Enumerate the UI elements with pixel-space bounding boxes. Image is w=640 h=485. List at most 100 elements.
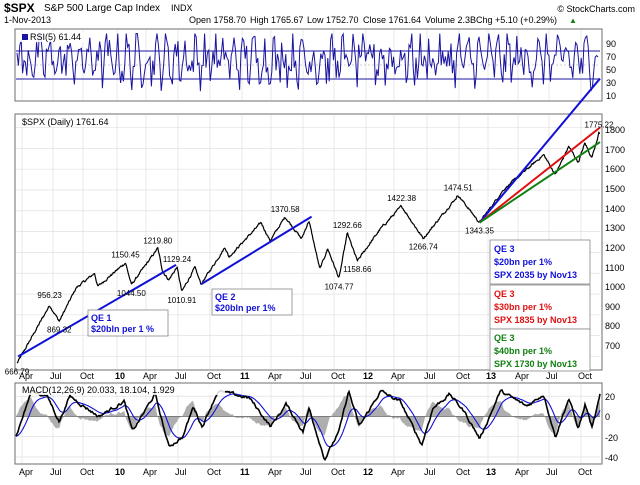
price-axis-label: 1800 bbox=[605, 125, 625, 135]
macd-panel-frame bbox=[14, 382, 603, 465]
qe3-red-target: SPX 1835 by Nov13 bbox=[494, 315, 577, 325]
price-value-label: 956.23 bbox=[37, 291, 62, 300]
price-axis-label: 1100 bbox=[605, 263, 624, 273]
time-axis-label: Jul bbox=[175, 467, 187, 477]
price-value-label: 1074.77 bbox=[325, 282, 354, 291]
qe2-title: QE 2 bbox=[215, 292, 236, 302]
time-axis-label: Apr bbox=[19, 371, 33, 381]
macd-line bbox=[15, 389, 601, 461]
copyright-label: © StockCharts.com bbox=[557, 4, 635, 14]
rsi-axis-label: 50 bbox=[606, 65, 616, 75]
price-axis: 1800 1700 1600 1500 1400 1300 1200 1100 … bbox=[605, 125, 625, 351]
time-axis-label: Oct bbox=[80, 371, 95, 381]
qe3-green-annotation: QE 3 $40bn per 1% SPX 1730 by Nov13 bbox=[489, 328, 591, 372]
price-layer: 666.79 869.32 956.23 1150.45 1044.50 1219.80 1… bbox=[5, 77, 614, 376]
rsi-line bbox=[16, 32, 599, 92]
price-value-label: 1343.35 bbox=[465, 227, 494, 236]
time-axis-label: Oct bbox=[207, 467, 222, 477]
time-axis-label: Apr bbox=[143, 371, 157, 381]
time-axis-label: Apr bbox=[515, 371, 529, 381]
price-legend-bg bbox=[20, 117, 115, 127]
time-axis-label: 10 bbox=[115, 371, 125, 381]
volume-label: Volume 2.3B bbox=[425, 15, 476, 25]
time-axis-label: Jul bbox=[50, 371, 62, 381]
exchange-label: INDX bbox=[171, 3, 193, 13]
price-value-label: 1266.74 bbox=[409, 243, 438, 252]
price-axis-label: 1500 bbox=[605, 184, 625, 194]
time-axis-label: Oct bbox=[578, 467, 593, 477]
qe1-annotation: QE 1 $20bln per 1 % bbox=[87, 309, 169, 337]
macd-axis-label: 0 bbox=[605, 412, 610, 422]
price-axis-label: 700 bbox=[605, 341, 620, 351]
qe3-green-box bbox=[489, 328, 591, 372]
qe3-red-title: QE 3 bbox=[494, 289, 515, 299]
price-title: $SPX (Daily) 1761.64 bbox=[22, 117, 109, 127]
rsi-legend-bg bbox=[20, 32, 88, 42]
price-value-label: 1129.24 bbox=[163, 255, 192, 264]
time-axis-label: 13 bbox=[486, 467, 496, 477]
qe1-rate: $20bln per 1 % bbox=[91, 324, 154, 334]
qe3-green-title: QE 3 bbox=[494, 333, 515, 343]
qe1-box bbox=[87, 309, 169, 337]
qe3-blue-target: SPX 2035 by Nov13 bbox=[494, 270, 577, 280]
time-axis-label: Oct bbox=[80, 467, 95, 477]
qe1-title: QE 1 bbox=[91, 313, 112, 323]
time-axis-label: Jul bbox=[300, 467, 312, 477]
price-axis-label: 1400 bbox=[605, 204, 625, 214]
price-value-label: 1044.50 bbox=[117, 289, 146, 298]
time-axis-label: Oct bbox=[331, 371, 346, 381]
price-value-label: 1422.38 bbox=[387, 194, 416, 203]
time-axis-label: Oct bbox=[578, 371, 593, 381]
macd-layer bbox=[15, 389, 601, 461]
price-series-line bbox=[16, 131, 601, 364]
open-label: Open 1758.70 bbox=[189, 15, 246, 25]
time-axis-label: Oct bbox=[207, 371, 222, 381]
macd-axis-label: 20 bbox=[605, 392, 615, 402]
qe2-rate: $20bln per 1% bbox=[215, 303, 276, 313]
macd-axis: 20 0 -20 -40 bbox=[605, 392, 618, 463]
rsi-axis-label: 70 bbox=[606, 52, 616, 62]
time-axis-label: Apr bbox=[391, 467, 405, 477]
qe3-blue-annotation: QE 3 $20bn per 1% SPX 2035 by Nov13 bbox=[489, 239, 591, 285]
high-label: High 1765.67 bbox=[250, 15, 304, 25]
rsi-axis-label: 90 bbox=[606, 39, 616, 49]
qe2-box bbox=[211, 288, 293, 316]
price-axis-label: 1000 bbox=[605, 282, 625, 292]
qe3-blue-rate: $20bn per 1% bbox=[494, 257, 552, 267]
symbol-label: $SPX bbox=[4, 1, 35, 15]
low-label: Low 1752.70 bbox=[307, 15, 359, 25]
rsi-layer bbox=[16, 32, 600, 92]
time-axis-label: Jul bbox=[175, 371, 187, 381]
price-axis-label: 1700 bbox=[605, 145, 625, 155]
time-axis-label: Jul bbox=[546, 371, 558, 381]
macd-axis-label: -40 bbox=[605, 453, 618, 463]
time-axis-label: Apr bbox=[143, 467, 157, 477]
price-axis-label: 1200 bbox=[605, 243, 625, 253]
qe3-red-annotation: QE 3 $30bn per 1% SPX 1835 by Nov13 bbox=[489, 284, 591, 330]
qe3-red-box bbox=[489, 284, 591, 330]
macd-axis-label: -20 bbox=[605, 433, 618, 443]
index-name-label: S&P 500 Large Cap Index bbox=[44, 3, 160, 14]
price-value-label: 1474.51 bbox=[444, 183, 473, 192]
qe3-green-rate: $40bn per 1% bbox=[494, 346, 552, 356]
price-axis-label: 1300 bbox=[605, 223, 625, 233]
qe2-annotation: QE 2 $20bln per 1% bbox=[211, 288, 293, 316]
price-value-label: 1010.91 bbox=[167, 296, 196, 305]
time-axis-label: 12 bbox=[363, 371, 373, 381]
time-axis-mid: Apr Jul Oct 10 Apr Jul Oct 11 Apr Jul Oc… bbox=[19, 371, 593, 381]
price-axis-label: 1600 bbox=[605, 164, 625, 174]
trend-line-blue bbox=[200, 215, 313, 286]
time-axis-label: 11 bbox=[240, 371, 250, 381]
price-value-label: 666.79 bbox=[5, 367, 30, 376]
rsi-axis: 90 70 50 30 10 bbox=[606, 39, 616, 101]
price-value-label: 1219.80 bbox=[143, 236, 172, 245]
qe3-red-rate: $30bn per 1% bbox=[494, 302, 552, 312]
close-label: Close 1761.64 bbox=[363, 15, 421, 25]
macd-legend-bg bbox=[20, 385, 225, 395]
price-value-label: 1370.58 bbox=[271, 205, 300, 214]
price-axis-label: 900 bbox=[605, 302, 620, 312]
change-label: Chg +5.10 (+0.29%) bbox=[476, 15, 557, 25]
time-axis-label: Jul bbox=[300, 371, 312, 381]
time-axis-label: Oct bbox=[456, 467, 471, 477]
